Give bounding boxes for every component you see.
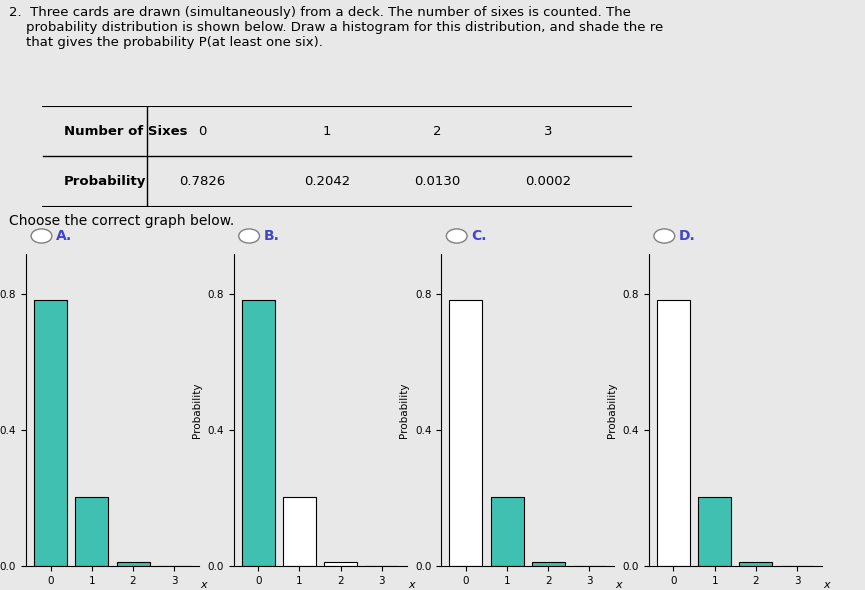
- Text: x: x: [408, 580, 415, 590]
- Text: 3: 3: [544, 124, 553, 138]
- Text: 0.0002: 0.0002: [525, 175, 572, 188]
- Text: 0.0130: 0.0130: [414, 175, 461, 188]
- Text: Number of Sixes: Number of Sixes: [64, 124, 188, 138]
- Text: x: x: [823, 580, 830, 590]
- Text: 0: 0: [198, 124, 207, 138]
- Bar: [490, 497, 523, 566]
- Text: C.: C.: [471, 229, 487, 243]
- Bar: [657, 300, 690, 566]
- Bar: [117, 562, 150, 566]
- Text: 0.7826: 0.7826: [179, 175, 226, 188]
- Y-axis label: Probability: Probability: [400, 382, 409, 438]
- Text: D.: D.: [679, 229, 695, 243]
- Bar: [242, 300, 275, 566]
- Text: 1: 1: [323, 124, 331, 138]
- Text: 0.2042: 0.2042: [304, 175, 350, 188]
- Text: 2: 2: [433, 124, 442, 138]
- Text: 2.  Three cards are drawn (simultaneously) from a deck. The number of sixes is c: 2. Three cards are drawn (simultaneously…: [9, 6, 663, 49]
- Bar: [450, 300, 483, 566]
- Y-axis label: Probability: Probability: [192, 382, 202, 438]
- Text: Choose the correct graph below.: Choose the correct graph below.: [9, 214, 234, 228]
- Bar: [75, 497, 108, 566]
- Bar: [35, 300, 67, 566]
- Text: x: x: [201, 580, 208, 590]
- Text: B.: B.: [264, 229, 279, 243]
- Text: x: x: [616, 580, 623, 590]
- Text: Probability: Probability: [64, 175, 146, 188]
- Bar: [698, 497, 731, 566]
- Bar: [283, 497, 316, 566]
- Bar: [532, 562, 565, 566]
- Y-axis label: Probability: Probability: [607, 382, 617, 438]
- Bar: [740, 562, 772, 566]
- Text: A.: A.: [56, 229, 73, 243]
- Bar: [324, 562, 357, 566]
